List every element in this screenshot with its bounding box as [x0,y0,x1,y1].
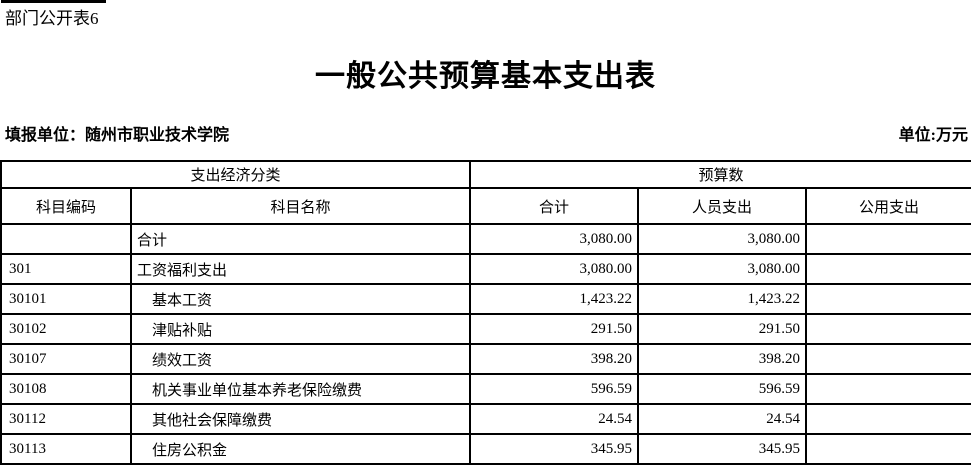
cell-total: 3,080.00 [469,223,640,255]
cell-total: 398.20 [469,343,640,375]
cell-total: 3,080.00 [469,253,640,285]
cell-public [805,253,971,285]
cell-name: 津贴补贴 [129,313,472,345]
cell-public [805,403,971,435]
table-row-grand-total: 合计 3,080.00 3,080.00 [0,223,971,255]
cell-personnel: 345.95 [637,433,808,465]
cell-total: 24.54 [469,403,640,435]
cell-personnel: 596.59 [637,373,808,405]
table-row-30102: 30102 津贴补贴 291.50 291.50 [0,313,971,345]
cropped-text-fragment [1,0,106,3]
cell-public [805,373,971,405]
cell-name: 基本工资 [129,283,472,315]
cell-personnel: 3,080.00 [637,253,808,285]
cell-total: 596.59 [469,373,640,405]
cell-public [805,223,971,255]
cell-name: 工资福利支出 [129,253,472,285]
cell-total: 1,423.22 [469,283,640,315]
cell-total: 345.95 [469,433,640,465]
group-header-row: 支出经济分类 预算数 [0,160,971,189]
column-header-subject-code: 科目编码 [0,187,132,225]
cell-personnel: 291.50 [637,313,808,345]
cell-name: 住房公积金 [129,433,472,465]
group-header-budget-figures: 预算数 [469,160,971,189]
cell-name: 其他社会保障缴费 [129,403,472,435]
reporting-unit: 填报单位：随州市职业技术学院 [5,127,230,144]
column-header-subject-name: 科目名称 [129,187,472,225]
column-header-personnel-expenditure: 人员支出 [637,187,808,225]
cell-code: 30112 [0,403,132,435]
cell-code: 30108 [0,373,132,405]
budget-table: 支出经济分类 预算数 科目编码 科目名称 合计 人员支出 公用支出 合计 3,0… [0,160,971,465]
column-header-total: 合计 [469,187,640,225]
table-row-30112: 30112 其他社会保障缴费 24.54 24.54 [0,403,971,435]
cell-code: 30101 [0,283,132,315]
cell-name: 机关事业单位基本养老保险缴费 [129,373,472,405]
column-header-row: 科目编码 科目名称 合计 人员支出 公用支出 [0,187,971,225]
cell-code [0,223,132,255]
meta-row: 填报单位：随州市职业技术学院 单位:万元 [0,121,971,145]
cell-public [805,433,971,465]
corner-label: 部门公开表6 [5,9,99,28]
cell-total: 291.50 [469,313,640,345]
unit-note: 单位:万元 [898,127,968,144]
cell-public [805,283,971,315]
cell-name: 合计 [129,223,472,255]
table-row-30113: 30113 住房公积金 345.95 345.95 [0,433,971,465]
cell-code: 301 [0,253,132,285]
cell-code: 30107 [0,343,132,375]
cell-name: 绩效工资 [129,343,472,375]
cell-personnel: 24.54 [637,403,808,435]
cell-public [805,343,971,375]
table-row-30107: 30107 绩效工资 398.20 398.20 [0,343,971,375]
cell-personnel: 398.20 [637,343,808,375]
page-title: 一般公共预算基本支出表 [315,60,656,93]
table-row-301: 301 工资福利支出 3,080.00 3,080.00 [0,253,971,285]
column-header-public-expenditure: 公用支出 [805,187,971,225]
cell-personnel: 1,423.22 [637,283,808,315]
group-header-expenditure-classification: 支出经济分类 [0,160,472,189]
cell-code: 30102 [0,313,132,345]
cell-personnel: 3,080.00 [637,223,808,255]
table-row-30101: 30101 基本工资 1,423.22 1,423.22 [0,283,971,315]
cell-code: 30113 [0,433,132,465]
table-row-30108: 30108 机关事业单位基本养老保险缴费 596.59 596.59 [0,373,971,405]
cell-public [805,313,971,345]
